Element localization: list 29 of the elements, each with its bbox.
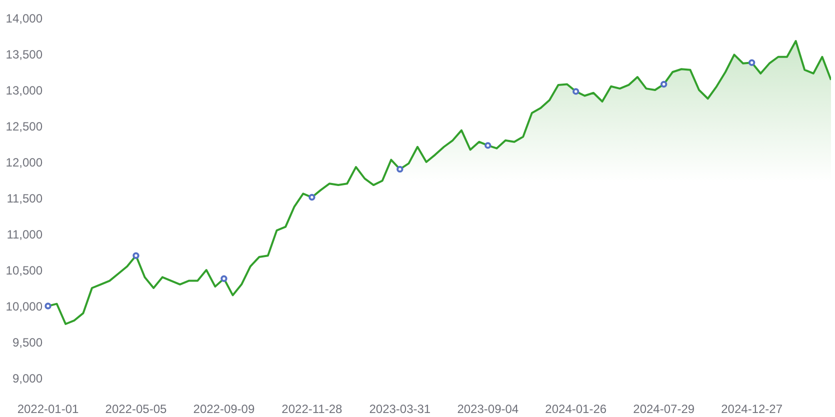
x-tick-label: 2022-09-09 bbox=[193, 402, 255, 416]
y-tick-label: 12,000 bbox=[6, 156, 43, 170]
y-tick-label: 10,000 bbox=[6, 300, 43, 314]
point bbox=[44, 302, 52, 310]
y-tick-label: 13,000 bbox=[6, 84, 43, 98]
point bbox=[308, 194, 316, 201]
point bbox=[396, 166, 404, 173]
x-tick-label: 2024-07-29 bbox=[633, 402, 695, 416]
x-tick-label: 2024-12-27 bbox=[721, 402, 783, 416]
x-tick-label: 2022-05-05 bbox=[105, 402, 167, 416]
point bbox=[748, 59, 756, 66]
x-tick-label: 2023-09-04 bbox=[457, 402, 519, 416]
point bbox=[660, 80, 668, 88]
y-tick-label: 9,000 bbox=[12, 372, 43, 386]
x-tick-label: 2022-11-28 bbox=[282, 402, 342, 416]
point bbox=[220, 275, 228, 282]
point bbox=[572, 88, 580, 95]
y-tick-label: 12,500 bbox=[6, 120, 43, 134]
y-tick-label: 11,000 bbox=[6, 228, 43, 242]
y-tick-label: 10,500 bbox=[6, 264, 43, 278]
point bbox=[484, 142, 492, 149]
x-tick-label: 2022-01-01 bbox=[17, 402, 80, 416]
point bbox=[132, 252, 140, 259]
y-tick-label: 11,500 bbox=[6, 192, 43, 206]
x-tick-label: 2024-01-26 bbox=[545, 402, 607, 416]
y-tick-label: 14,000 bbox=[6, 12, 43, 26]
y-tick-label: 9,500 bbox=[12, 336, 43, 350]
y-tick-label: 13,500 bbox=[6, 48, 43, 62]
x-tick-label: 2023-03-31 bbox=[369, 402, 431, 416]
